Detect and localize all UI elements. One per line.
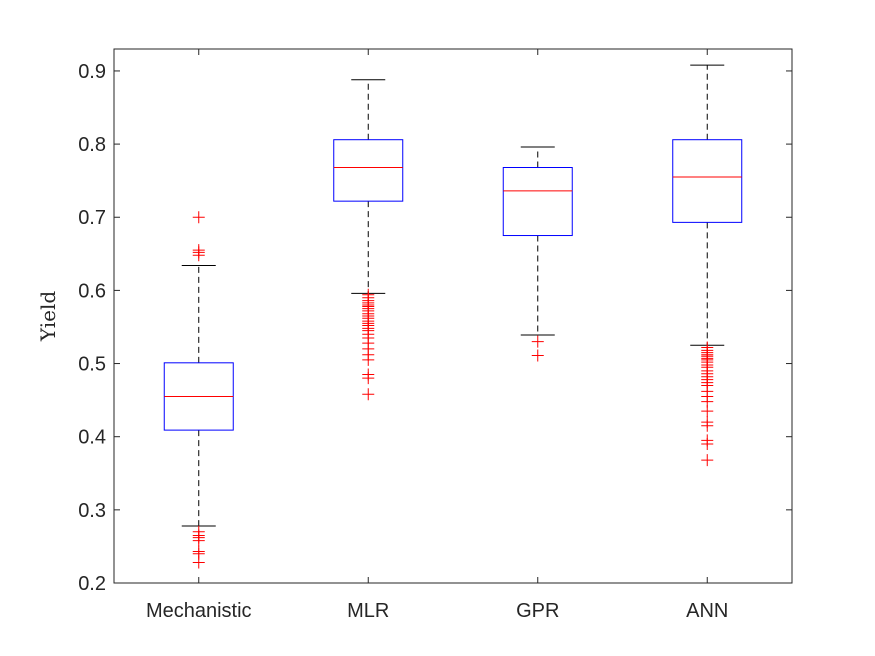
y-tick-label: 0.9: [78, 61, 106, 83]
y-tick-label: 0.2: [78, 573, 106, 595]
outlier-point: [362, 372, 375, 385]
x-tick-label: MLR: [347, 600, 389, 622]
y-tick-label: 0.8: [78, 134, 106, 156]
outlier-point: [701, 438, 714, 451]
plot-area: [114, 49, 792, 583]
box-mechanistic: [163, 211, 234, 569]
box-series-layer: [163, 64, 743, 569]
iqr-box: [333, 139, 404, 202]
iqr-box: [502, 167, 573, 237]
iqr-box: [672, 139, 743, 223]
y-tick-label: 0.4: [78, 427, 106, 449]
y-tick-label: 0.5: [78, 354, 106, 376]
axes: 0.2 0.3 0.4 0.5 0.6 0.7 0.8 0.9 Mechanistic MLR GP…: [78, 49, 792, 622]
outlier-point: [701, 405, 714, 418]
outlier-point: [362, 353, 375, 366]
outlier-point: [192, 249, 205, 262]
box-ann: [672, 64, 743, 467]
outlier-point: [362, 388, 375, 401]
plot-frame: [113, 48, 793, 584]
y-axis-label: Yield: [36, 291, 60, 342]
y-tick-label: 0.3: [78, 500, 106, 522]
box-mlr: [333, 79, 404, 401]
x-tick-label: ANN: [686, 600, 728, 622]
outlier-point: [531, 349, 544, 362]
outlier-point: [701, 419, 714, 432]
x-tick-label: Mechanistic: [146, 600, 252, 622]
x-tick-label: GPR: [516, 600, 559, 622]
y-tick-label: 0.6: [78, 280, 106, 302]
outlier-point: [531, 335, 544, 348]
outlier-point: [192, 211, 205, 224]
outlier-point: [192, 534, 205, 547]
y-tick-label: 0.7: [78, 207, 106, 229]
outlier-point: [701, 454, 714, 467]
outlier-point: [192, 556, 205, 569]
box-gpr: [502, 146, 573, 362]
